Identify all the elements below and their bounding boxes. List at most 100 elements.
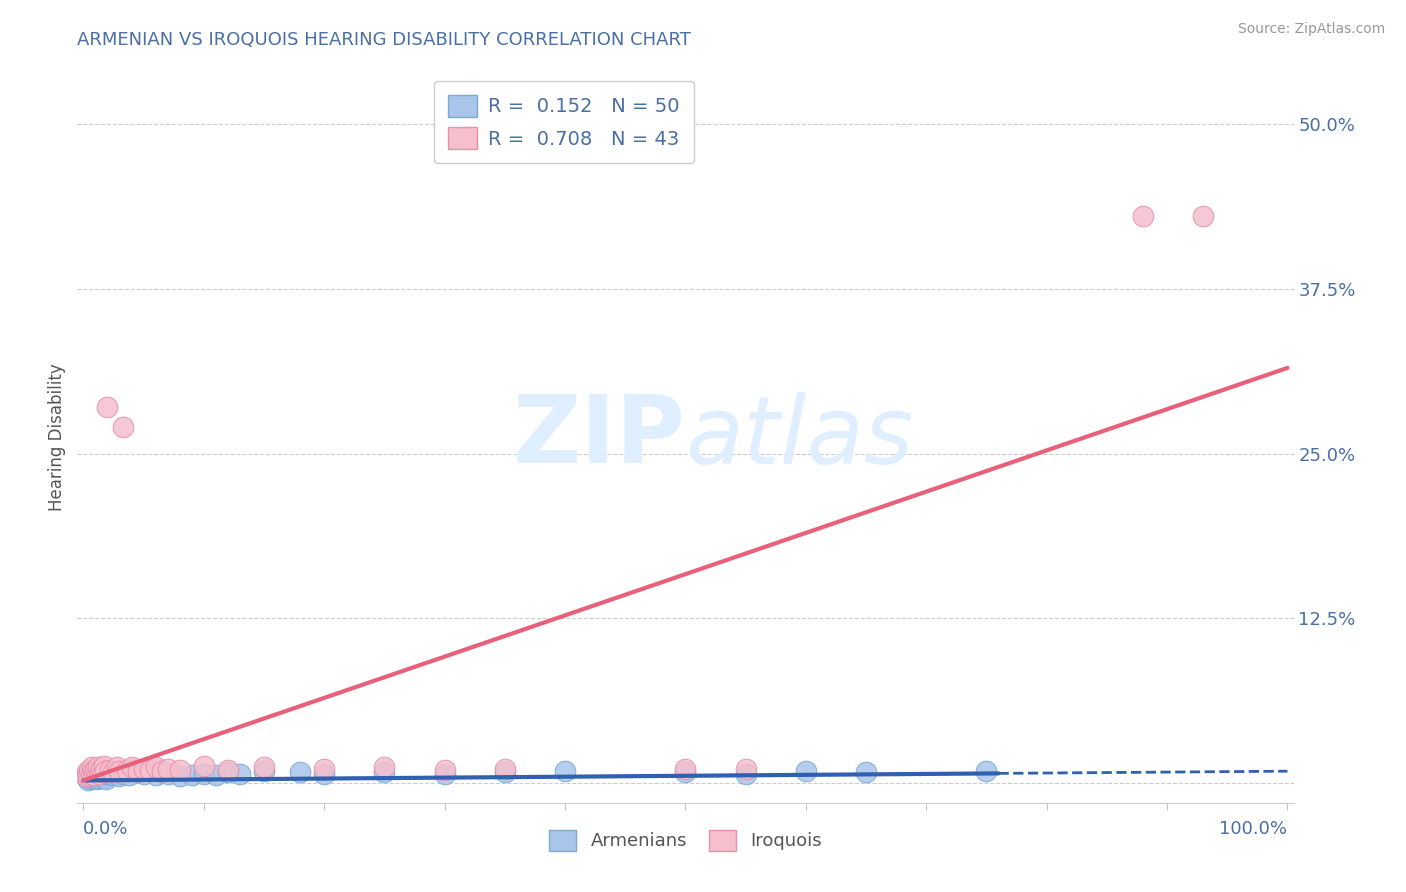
Point	[373, 760, 395, 774]
Text: ARMENIAN VS IROQUOIS HEARING DISABILITY CORRELATION CHART: ARMENIAN VS IROQUOIS HEARING DISABILITY …	[77, 31, 692, 49]
Point	[77, 773, 100, 788]
Point	[80, 760, 103, 774]
Point	[112, 420, 135, 434]
Point	[794, 764, 817, 779]
Point	[169, 769, 191, 783]
Point	[1132, 210, 1154, 224]
Point	[89, 766, 111, 780]
Point	[83, 768, 105, 782]
Text: ZIP: ZIP	[513, 391, 686, 483]
Point	[217, 765, 239, 780]
Point	[91, 765, 114, 780]
Point	[118, 768, 141, 782]
Point	[96, 772, 118, 786]
Point	[976, 764, 998, 779]
Point	[127, 764, 149, 779]
Point	[76, 765, 98, 780]
Point	[180, 768, 202, 782]
Point	[96, 401, 118, 415]
Point	[121, 762, 143, 776]
Point	[150, 764, 173, 779]
Point	[83, 766, 105, 780]
Point	[156, 762, 179, 776]
Point	[217, 763, 239, 777]
Point	[288, 765, 311, 780]
Point	[87, 766, 110, 780]
Point	[145, 760, 167, 774]
Point	[79, 763, 101, 777]
Point	[103, 765, 125, 780]
Point	[76, 771, 98, 785]
Point	[79, 769, 101, 783]
Point	[105, 765, 128, 780]
Point	[138, 763, 160, 777]
Point	[554, 764, 576, 779]
Point	[132, 766, 155, 780]
Point	[138, 764, 160, 779]
Point	[193, 759, 215, 773]
Point	[79, 766, 101, 780]
Point	[1192, 210, 1215, 224]
Point	[96, 766, 118, 780]
Legend: Armenians, Iroquois: Armenians, Iroquois	[540, 821, 831, 860]
Point	[675, 765, 697, 780]
Point	[193, 766, 215, 780]
Point	[373, 765, 395, 780]
Point	[675, 762, 697, 776]
Text: 100.0%: 100.0%	[1219, 820, 1288, 838]
Point	[82, 771, 104, 785]
Point	[108, 764, 131, 779]
Point	[90, 769, 112, 783]
Point	[80, 768, 103, 782]
Point	[169, 763, 191, 777]
Point	[156, 766, 179, 780]
Text: 0.0%: 0.0%	[83, 820, 129, 838]
Point	[94, 764, 117, 779]
Point	[105, 760, 128, 774]
Point	[121, 760, 143, 774]
Point	[87, 768, 110, 782]
Point	[112, 766, 135, 780]
Point	[77, 768, 100, 782]
Y-axis label: Hearing Disability: Hearing Disability	[48, 363, 66, 511]
Point	[127, 765, 149, 780]
Point	[75, 769, 97, 783]
Point	[433, 763, 456, 777]
Point	[98, 764, 121, 779]
Point	[314, 766, 336, 780]
Point	[253, 760, 276, 774]
Point	[132, 762, 155, 776]
Point	[93, 771, 115, 785]
Point	[734, 766, 756, 780]
Point	[115, 764, 138, 779]
Point	[204, 768, 226, 782]
Point	[98, 763, 121, 777]
Point	[494, 765, 516, 780]
Point	[433, 766, 456, 780]
Point	[314, 762, 336, 776]
Point	[91, 765, 114, 780]
Point	[855, 765, 877, 780]
Point	[103, 768, 125, 782]
Point	[90, 762, 112, 776]
Text: Source: ZipAtlas.com: Source: ZipAtlas.com	[1237, 22, 1385, 37]
Point	[84, 763, 107, 777]
Point	[108, 769, 131, 783]
Point	[115, 763, 138, 777]
Point	[87, 771, 110, 785]
Point	[82, 764, 104, 779]
Point	[253, 764, 276, 779]
Point	[86, 765, 108, 780]
Point	[89, 764, 111, 779]
Point	[84, 769, 107, 783]
Point	[93, 759, 115, 773]
Point	[86, 772, 108, 786]
Point	[94, 768, 117, 782]
Text: atlas: atlas	[686, 392, 914, 483]
Point	[229, 766, 252, 780]
Point	[150, 765, 173, 780]
Point	[79, 772, 101, 786]
Point	[145, 768, 167, 782]
Point	[494, 762, 516, 776]
Point	[734, 762, 756, 776]
